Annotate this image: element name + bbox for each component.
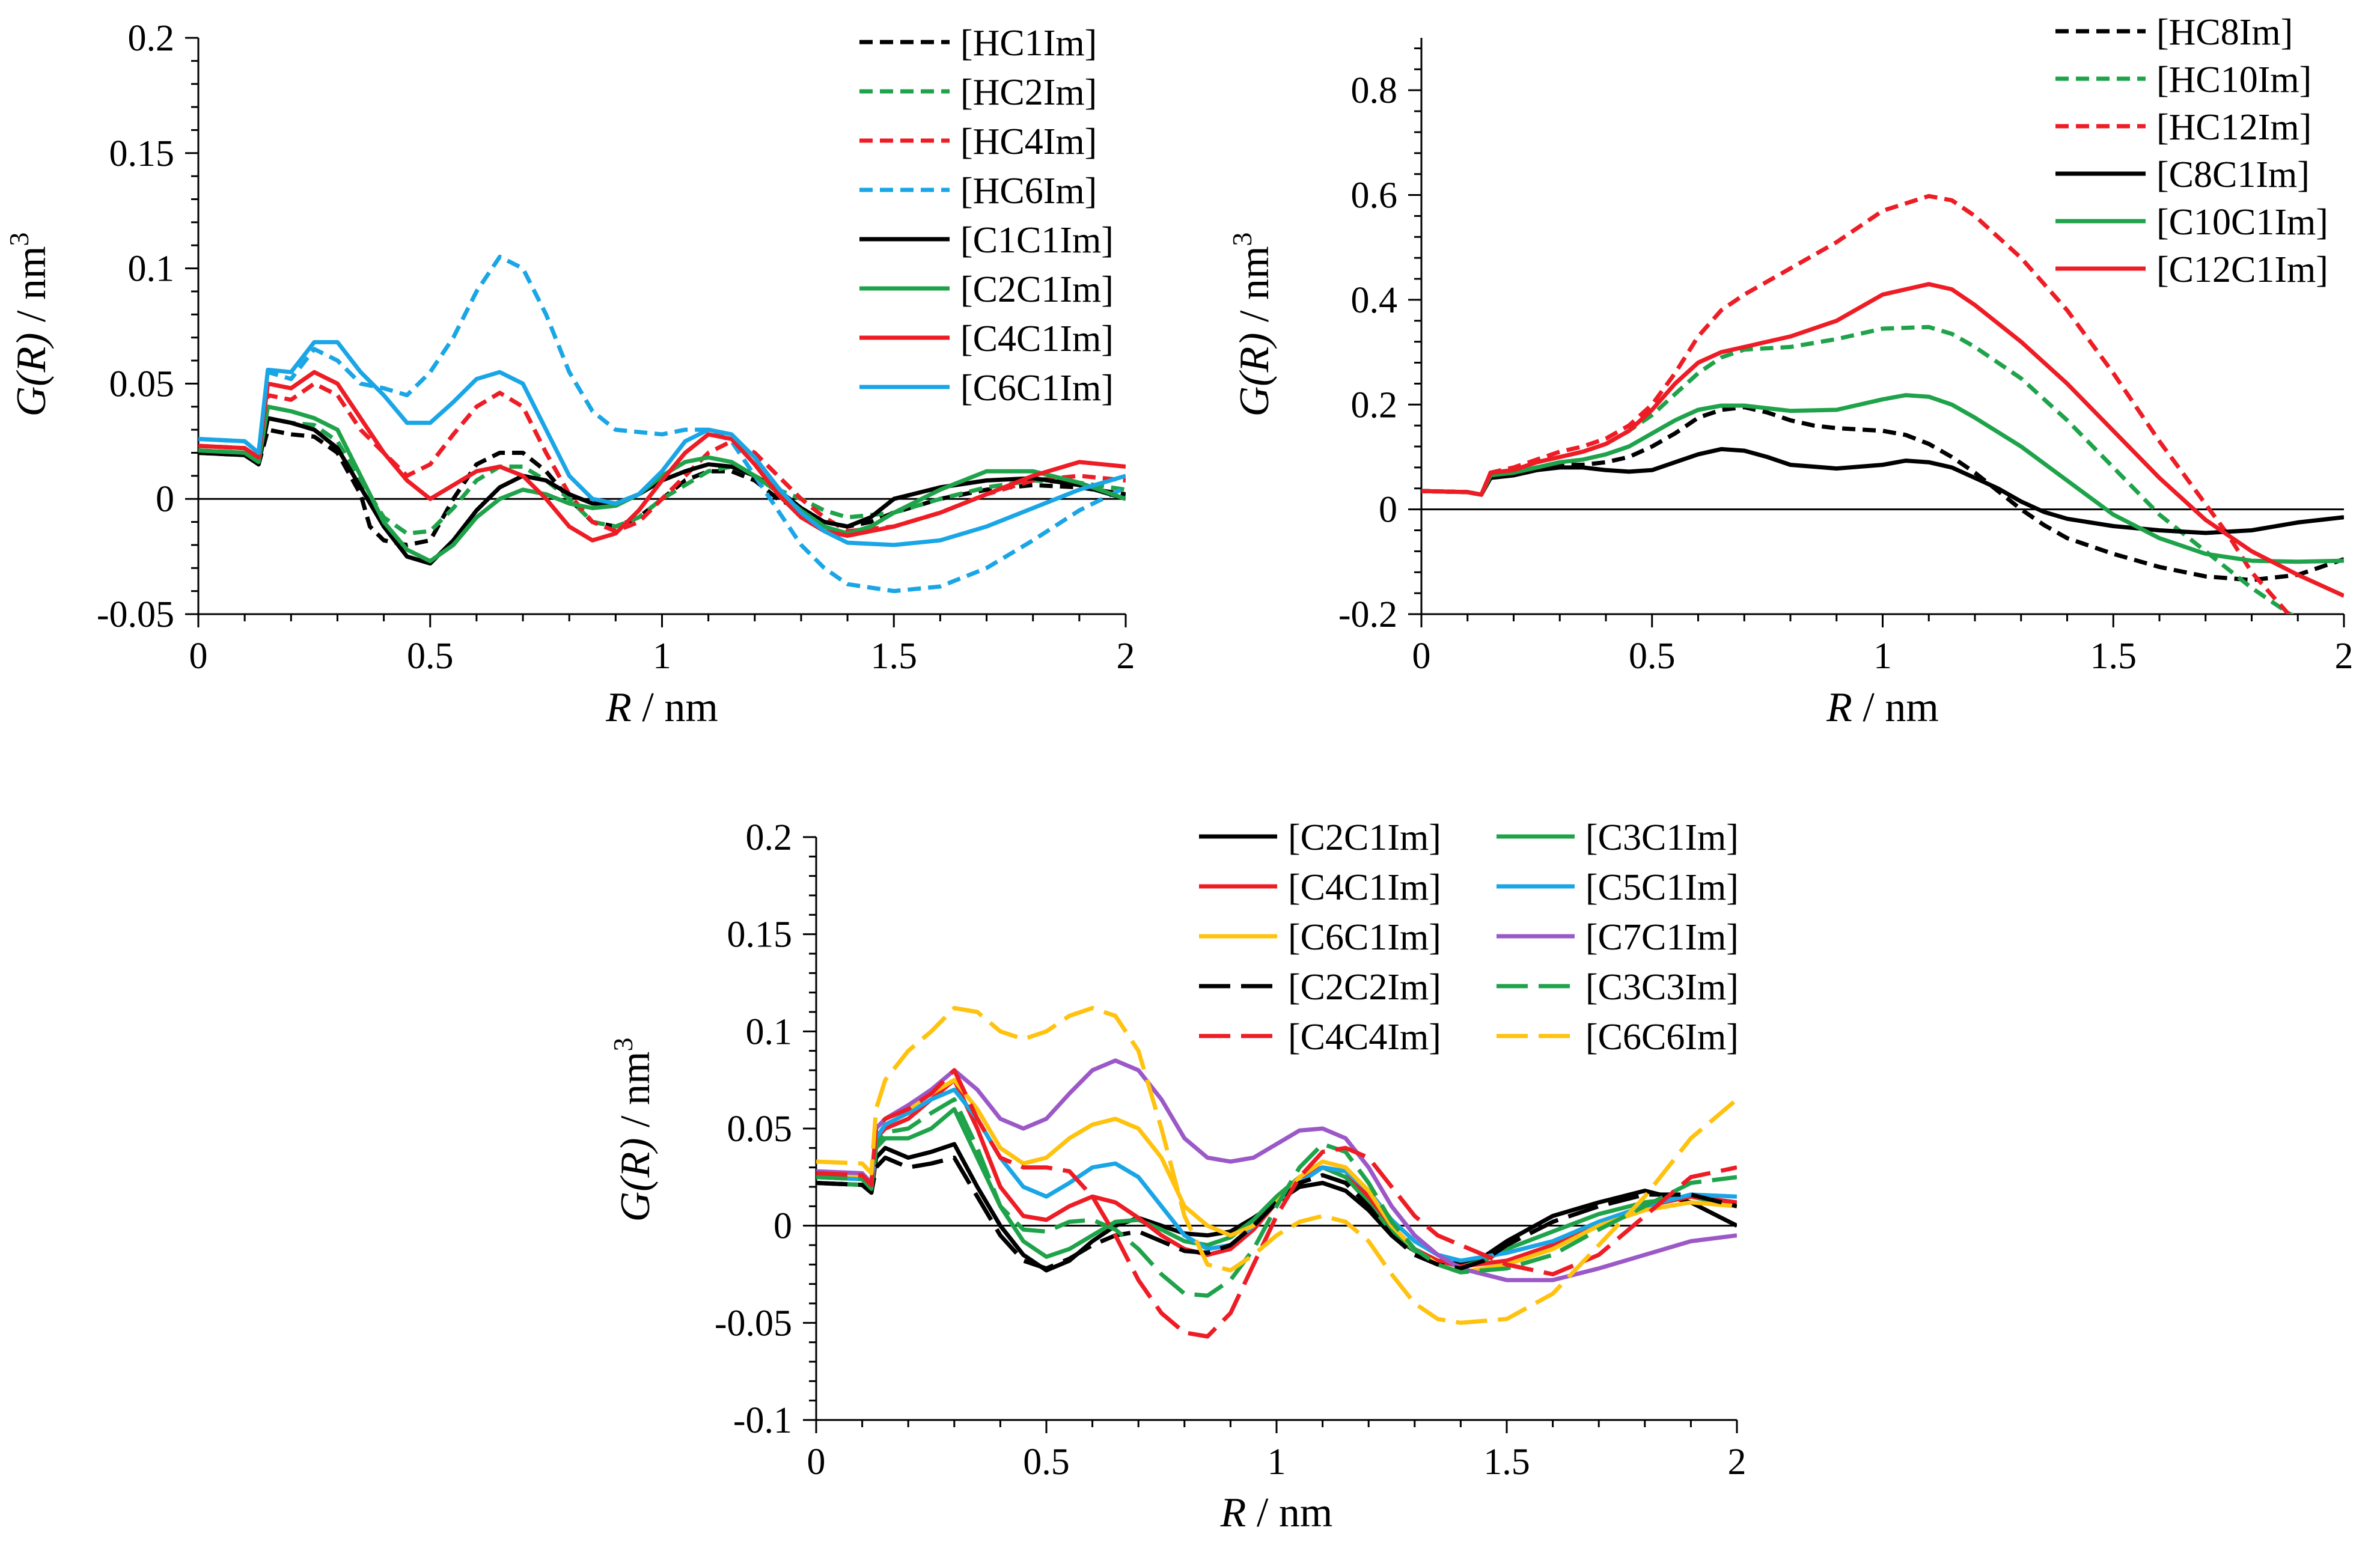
legend-label-c4c4im: [C4C4Im] (1288, 1017, 1441, 1058)
series-line-hc6im (198, 254, 1126, 594)
series-group (198, 254, 1126, 594)
legend: [C2C1Im] [C3C1Im] [C4C1Im] [C5C1Im] [C6C1Im]… (1199, 817, 1739, 1058)
legend-label-c12c1im: [C12C1Im] (2156, 249, 2328, 290)
legend-label-hc4im: [HC4Im] (960, 121, 1097, 162)
legend-label-c3c1im: [C3C1Im] (1585, 817, 1739, 858)
y-tick-label: 0.2 (746, 817, 793, 858)
x-tick-label: 0 (807, 1442, 826, 1482)
y-tick-label: 0.05 (727, 1109, 793, 1150)
legend-label-c3c3im: [C3C3Im] (1585, 967, 1739, 1008)
x-tick-label: 2 (1117, 636, 1135, 677)
legend-label-hc10im: [HC10Im] (2156, 59, 2311, 100)
x-tick-label: 0.5 (1629, 636, 1676, 677)
legend-label-c6c1im: [C6C1Im] (960, 368, 1114, 409)
y-tick-label: 0.2 (128, 18, 175, 59)
series-line-hc12im (1421, 193, 2290, 614)
y-tick-label: 0.8 (1351, 70, 1398, 111)
y-tick-label: 0.1 (128, 249, 175, 290)
y-axis-title: G(R) / nm3 (1227, 233, 1278, 417)
y-tick-label: -0.05 (715, 1303, 792, 1344)
panel-a-chart: -0.05 0 0.05 0.1 0.15 0.2 0 0.5 1 1.5 2 R / nm G(R) … (4, 18, 1135, 731)
x-tick-label: 0.5 (407, 636, 454, 677)
legend-label-c8c1im: [C8C1Im] (2156, 154, 2310, 195)
legend-label-c5c1im: [C5C1Im] (1585, 867, 1739, 908)
x-tick-label: 0 (1412, 636, 1431, 677)
y-tick-label: 0.1 (746, 1011, 793, 1052)
y-tick-label: 0.6 (1351, 175, 1398, 216)
legend-label-hc8im: [HC8Im] (2156, 12, 2293, 53)
series-line-c10c1im (1421, 393, 2344, 564)
y-axis-title: G(R) / nm3 (608, 1038, 659, 1222)
y-tick-label: 0.15 (727, 915, 793, 955)
legend-label-c2c1im: [C2C1Im] (1288, 817, 1441, 858)
x-tick-label: 1.5 (2090, 636, 2137, 677)
y-tick-label: -0.1 (733, 1400, 792, 1441)
legend-label-c10c1im: [C10C1Im] (2156, 202, 2328, 243)
y-axis-title: G(R) / nm3 (4, 233, 55, 417)
x-tick-label: 0 (189, 636, 208, 677)
x-tick-label: 1 (1268, 1442, 1286, 1482)
x-axis-title: R / nm (1826, 684, 1939, 731)
panel-b-chart: -0.2 0 0.2 0.4 0.6 0.8 0 0.5 1 1.5 2 R / nm G(R) / n… (1227, 12, 2354, 731)
series-line-c2c1im (198, 404, 1126, 564)
series-line-c6c6im (816, 1006, 1737, 1325)
y-tick-label: 0 (774, 1206, 792, 1247)
x-axis-title: R / nm (605, 684, 718, 731)
legend-label-c4c1im: [C4C1Im] (1288, 867, 1441, 908)
legend-label-c4c1im: [C4C1Im] (960, 318, 1114, 359)
series-line-c12c1im (1421, 282, 2344, 598)
series-line-c8c1im (1421, 446, 2344, 535)
legend-label-c6c6im: [C6C6Im] (1585, 1017, 1739, 1058)
x-axis-title: R / nm (1220, 1490, 1333, 1536)
x-tick-label: 2 (2335, 636, 2354, 677)
series-line-c6c1im (198, 340, 1126, 547)
legend: [HC8Im] [HC10Im] [HC12Im] [C8C1Im] [C10C1Im]… (2055, 12, 2328, 290)
y-tick-label: 0 (156, 479, 174, 520)
legend-label-c6c1im: [C6C1Im] (1288, 917, 1441, 958)
x-tick-label: 1 (1873, 636, 1892, 677)
x-tick-label: 1 (653, 636, 671, 677)
legend-label-hc2im: [HC2Im] (960, 72, 1097, 113)
x-tick-label: 1.5 (871, 636, 918, 677)
y-tick-label: -0.2 (1338, 594, 1397, 635)
panel-c-chart: -0.1 -0.05 0 0.05 0.1 0.15 0.2 0 0.5 1 1.5 2 R / nm G… (608, 817, 1747, 1536)
series-line-hc10im (1421, 325, 2294, 614)
legend-label-hc12im: [HC12Im] (2156, 107, 2311, 148)
y-tick-label: -0.05 (97, 594, 174, 635)
y-tick-label: 0.4 (1351, 280, 1398, 321)
series-group (816, 1006, 1737, 1339)
legend-label-c2c2im: [C2C2Im] (1288, 967, 1441, 1008)
legend-label-c1c1im: [C1C1Im] (960, 220, 1114, 261)
series-group (1421, 193, 2344, 614)
y-tick-label: 0.05 (109, 364, 175, 404)
series-line-c4c4im (816, 1068, 1737, 1339)
x-tick-label: 1.5 (1483, 1442, 1530, 1482)
legend-label-hc6im: [HC6Im] (960, 171, 1097, 212)
legend: [HC1Im] [HC2Im] [HC4Im] [HC6Im] [C1C1Im] [C2C… (859, 23, 1114, 409)
x-tick-label: 0.5 (1023, 1442, 1070, 1482)
legend-label-c2c1im: [C2C1Im] (960, 269, 1114, 310)
y-tick-label: 0 (1379, 490, 1397, 531)
y-tick-label: 0.15 (109, 133, 175, 174)
legend-label-c7c1im: [C7C1Im] (1585, 917, 1739, 958)
legend-label-hc1im: [HC1Im] (960, 23, 1097, 64)
x-tick-label: 2 (1728, 1442, 1747, 1482)
y-tick-label: 0.2 (1351, 385, 1398, 425)
series-line-c4c1im (198, 370, 1126, 543)
series-line-hc8im (1421, 405, 2344, 582)
series-line-c3c3im (816, 1097, 1737, 1298)
series-line-c2c2im (816, 1156, 1737, 1271)
series-line-c1c1im (198, 416, 1126, 566)
series-line-hc4im (198, 381, 1126, 534)
